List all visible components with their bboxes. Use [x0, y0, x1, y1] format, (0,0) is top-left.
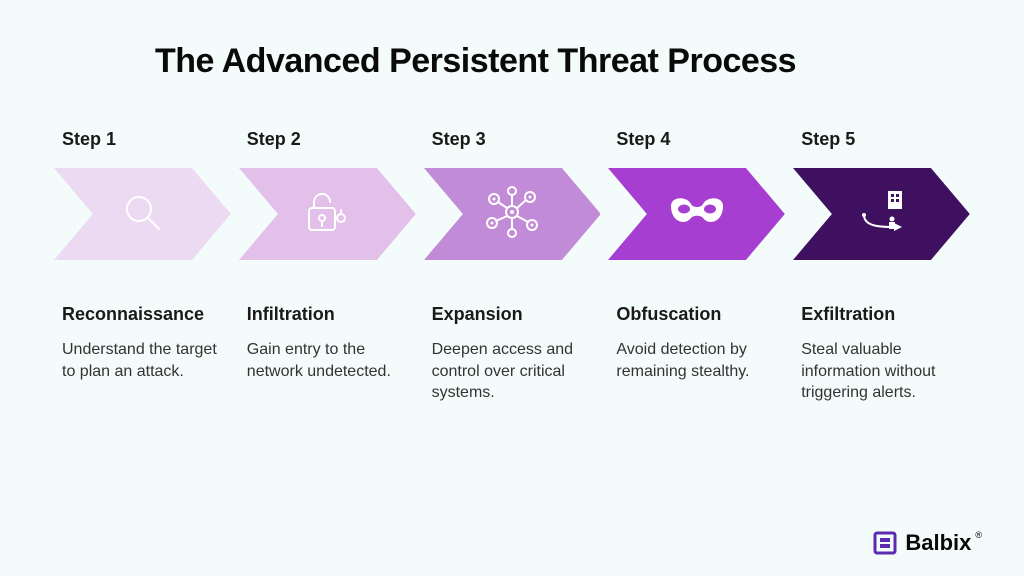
- step-chevron: [608, 168, 785, 260]
- step-description: Deepen access and control over critical …: [424, 339, 601, 404]
- step-column-5: Step 5 Exfiltration Steal valuable inform…: [789, 129, 974, 404]
- step-description: Gain entry to the network undetected.: [239, 339, 416, 382]
- step-chevron: [54, 168, 231, 260]
- step-column-1: Step 1 Reconnaissance Understand the targ…: [50, 129, 235, 404]
- brand-registered: ®: [975, 530, 982, 540]
- step-label: Step 2: [239, 129, 416, 150]
- step-description: Understand the target to plan an attack.: [54, 339, 231, 382]
- step-name: Exfiltration: [793, 304, 970, 325]
- step-name: Expansion: [424, 304, 601, 325]
- step-label: Step 1: [54, 129, 231, 150]
- step-name: Infiltration: [239, 304, 416, 325]
- step-column-3: Step 3 Expansion Deepen access and contro…: [420, 129, 605, 404]
- step-chevron: [793, 168, 970, 260]
- mask-icon: [667, 192, 727, 237]
- brand-logo-icon: [873, 531, 897, 555]
- step-name: Obfuscation: [608, 304, 785, 325]
- exfil-icon: [854, 187, 910, 242]
- step-column-2: Step 2 Infiltration Gain entry to the net…: [235, 129, 420, 404]
- step-label: Step 4: [608, 129, 785, 150]
- network-nodes-icon: [482, 185, 542, 244]
- steps-row: Step 1 Reconnaissance Understand the targ…: [0, 81, 1024, 404]
- step-label: Step 5: [793, 129, 970, 150]
- magnifier-icon: [117, 187, 167, 242]
- step-name: Reconnaissance: [54, 304, 231, 325]
- brand-name: Balbix: [905, 530, 971, 556]
- brand: Balbix ®: [873, 530, 986, 556]
- step-description: Steal valuable information without trigg…: [793, 339, 970, 404]
- step-chevron: [424, 168, 601, 260]
- step-chevron: [239, 168, 416, 260]
- step-label: Step 3: [424, 129, 601, 150]
- step-description: Avoid detection by remaining stealthy.: [608, 339, 785, 382]
- page-title: The Advanced Persistent Threat Process: [0, 0, 1024, 81]
- unlocked-padlock-icon: [299, 184, 355, 245]
- step-column-4: Step 4 Obfuscation Avoid detection by rem…: [604, 129, 789, 404]
